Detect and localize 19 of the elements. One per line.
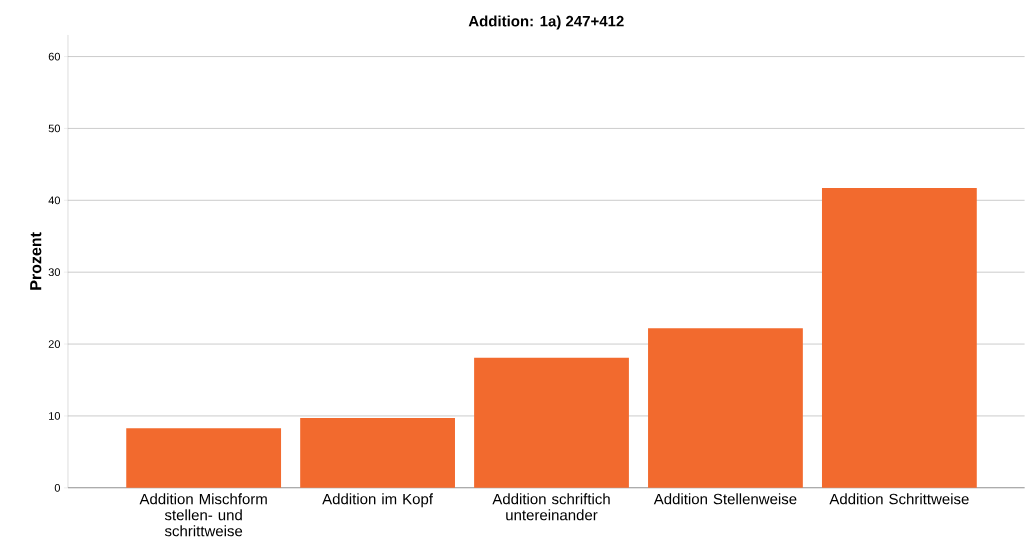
y-tick-label: 20 [48,340,61,349]
x-tick-label: Addition Stellenweise [653,493,797,505]
y-tick-label: 30 [48,268,61,277]
x-tick-label: Addition Schrittweise [829,493,969,505]
bar [474,357,629,488]
x-tick-label: Addition schriftich untereinander [492,493,610,521]
y-axis-title: Prozent [30,232,42,290]
y-tick-label: 50 [48,124,61,133]
y-tick-label: 40 [48,196,61,205]
y-tick-label: 60 [48,52,61,61]
y-tick-label: 10 [49,412,61,420]
chart-title: Addition: 1a) 247+412 [468,15,624,30]
x-tick-label: Addition Mischform stellen- und schrittweise [139,493,267,537]
x-tick-label: Addition im Kopf [322,493,433,508]
y-tick-label: 0 [54,484,61,492]
bar [821,188,977,488]
bar [648,328,803,488]
bar [300,418,455,488]
bar [126,428,282,488]
